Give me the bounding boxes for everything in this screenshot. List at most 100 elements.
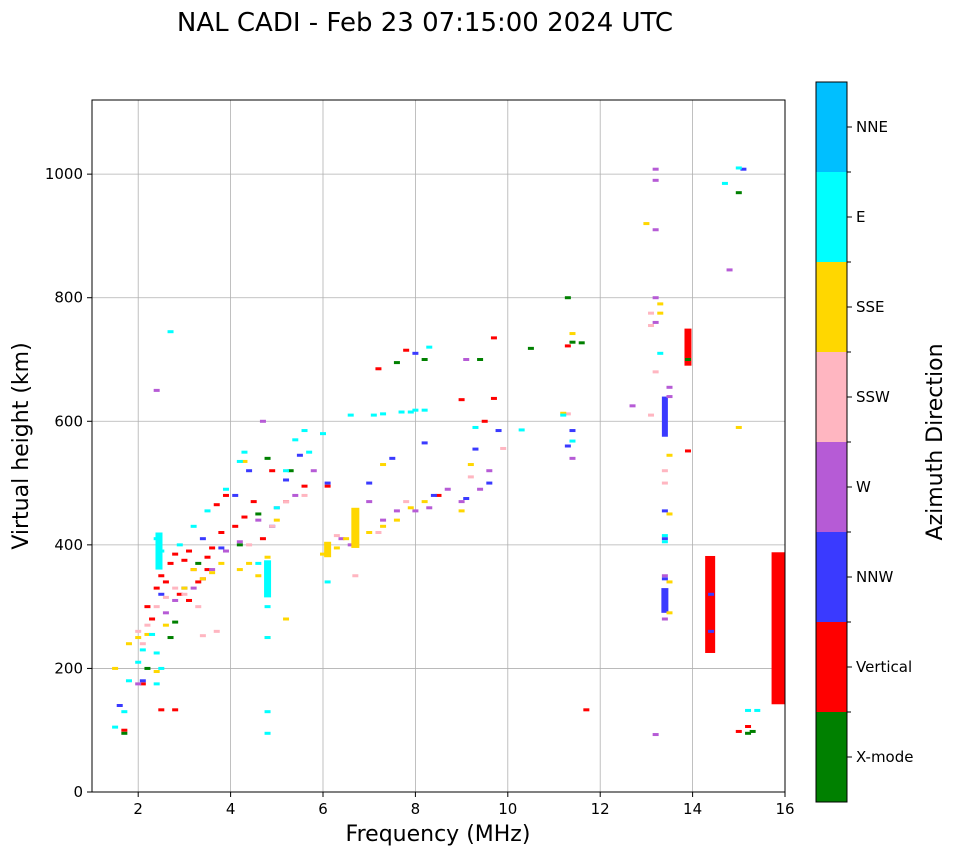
echo-point-e <box>412 408 419 412</box>
colorbar-swatch-nnw <box>816 532 847 622</box>
echo-point-x-mode <box>527 346 534 350</box>
echo-point-nnw <box>661 598 668 602</box>
echo-point-w <box>661 574 668 578</box>
echo-point-e <box>306 450 313 454</box>
echo-point-nnw <box>116 704 123 707</box>
echo-point-ssw <box>195 605 202 609</box>
echo-point-e <box>407 410 414 414</box>
echo-point-e <box>735 166 742 170</box>
echo-point-w <box>726 268 733 272</box>
echo-point-vertical <box>324 484 331 488</box>
echo-point-sse <box>643 222 650 226</box>
echo-point-w <box>652 320 659 324</box>
echo-point-sse <box>199 577 206 581</box>
echo-point-vertical <box>241 515 248 519</box>
echo-point-w <box>629 404 636 408</box>
echo-point-vertical <box>139 682 146 686</box>
echo-point-nnw <box>412 351 419 355</box>
echo-point-ssw <box>661 469 668 473</box>
echo-point-sse <box>218 561 225 565</box>
echo-point-sse <box>666 453 673 457</box>
echo-point-nnw <box>486 481 493 485</box>
x-axis-ticks: 2 4 6 8 10 12 14 16 <box>133 792 795 818</box>
echo-point-x-mode <box>287 469 294 473</box>
echo-point-nnw <box>472 447 479 451</box>
echo-point-nnw <box>296 453 303 457</box>
echo-point-vertical <box>181 558 188 562</box>
echo-point-sse <box>246 561 253 565</box>
colorbar-swatch-ssw <box>816 352 847 442</box>
echo-point-e <box>264 731 271 735</box>
echo-point-sse <box>393 518 400 522</box>
echo-point-ssw <box>648 324 655 328</box>
echo-band-vertical <box>705 555 716 653</box>
plot-area: 2 4 6 8 10 12 14 16 0 200 400 600 800 1000 <box>45 99 795 818</box>
echo-point-ssw <box>213 629 220 633</box>
echo-point-vertical <box>167 561 174 565</box>
echo-point-sse <box>264 555 271 559</box>
echo-point-x-mode <box>236 543 243 547</box>
echo-point-ssw <box>301 493 308 497</box>
grid-lines <box>92 100 786 793</box>
echo-point-w <box>666 385 673 389</box>
echo-point-nnw <box>740 167 747 171</box>
colorbar-tick-label: E <box>856 208 865 226</box>
echo-point-w <box>666 395 673 399</box>
echo-point-sse <box>666 512 673 516</box>
echo-band-sse <box>324 541 332 558</box>
echo-point-vertical <box>735 729 742 733</box>
echo-point-sse <box>657 311 664 315</box>
echo-point-e <box>472 425 479 429</box>
echo-point-vertical <box>564 344 571 348</box>
echo-point-vertical <box>186 598 193 602</box>
echo-point-w <box>661 617 668 621</box>
x-tick-label: 8 <box>411 800 421 818</box>
x-tick-label: 4 <box>226 800 236 818</box>
echo-band-nnw <box>661 396 668 437</box>
echo-point-nnw <box>661 537 668 541</box>
echo-point-w <box>412 509 419 513</box>
echo-point-nnw <box>564 444 571 448</box>
echo-point-vertical <box>209 546 216 550</box>
echo-point-x-mode <box>745 731 752 735</box>
echo-point-vertical <box>250 500 257 504</box>
colorbar-swatch-w <box>816 442 847 532</box>
echo-point-e <box>241 450 248 454</box>
echo-point-w <box>652 733 659 737</box>
echo-point-e <box>398 410 405 414</box>
echo-point-e <box>158 666 165 670</box>
echo-point-e <box>721 181 728 185</box>
echo-point-nnw <box>430 493 437 497</box>
echo-point-sse <box>135 636 142 640</box>
echo-point-vertical <box>222 493 229 497</box>
echo-point-x-mode <box>121 731 128 735</box>
echo-point-w <box>426 506 433 510</box>
echo-point-ssw <box>153 605 160 609</box>
echo-point-ssw <box>139 642 146 646</box>
echo-point-w <box>209 568 216 572</box>
echo-point-x-mode <box>255 512 262 516</box>
x-tick-label: 6 <box>318 800 328 818</box>
echo-point-sse <box>380 524 387 528</box>
colorbar-tick-label: SSE <box>856 298 885 316</box>
echo-point-e <box>661 534 668 538</box>
echo-point-e <box>158 549 165 553</box>
echo-point-nnw <box>661 509 668 513</box>
echo-point-w <box>652 228 659 232</box>
colorbar-swatch-x-mode <box>816 712 847 802</box>
echo-point-w <box>162 611 169 615</box>
echo-point-nnw <box>569 429 576 433</box>
echo-point-vertical <box>204 555 211 559</box>
echo-point-e <box>292 438 299 442</box>
echo-point-sse <box>125 642 132 646</box>
echo-band-sse <box>351 507 360 548</box>
echo-point-e <box>657 351 664 355</box>
echo-point-vertical <box>583 708 590 712</box>
echo-point-vertical <box>490 336 497 340</box>
echo-point-vertical <box>684 330 691 334</box>
echo-point-x-mode <box>735 191 742 195</box>
echo-point-vertical <box>259 537 266 541</box>
echo-point-w <box>310 469 317 473</box>
echo-point-e <box>320 432 326 436</box>
echo-point-w <box>366 500 373 504</box>
